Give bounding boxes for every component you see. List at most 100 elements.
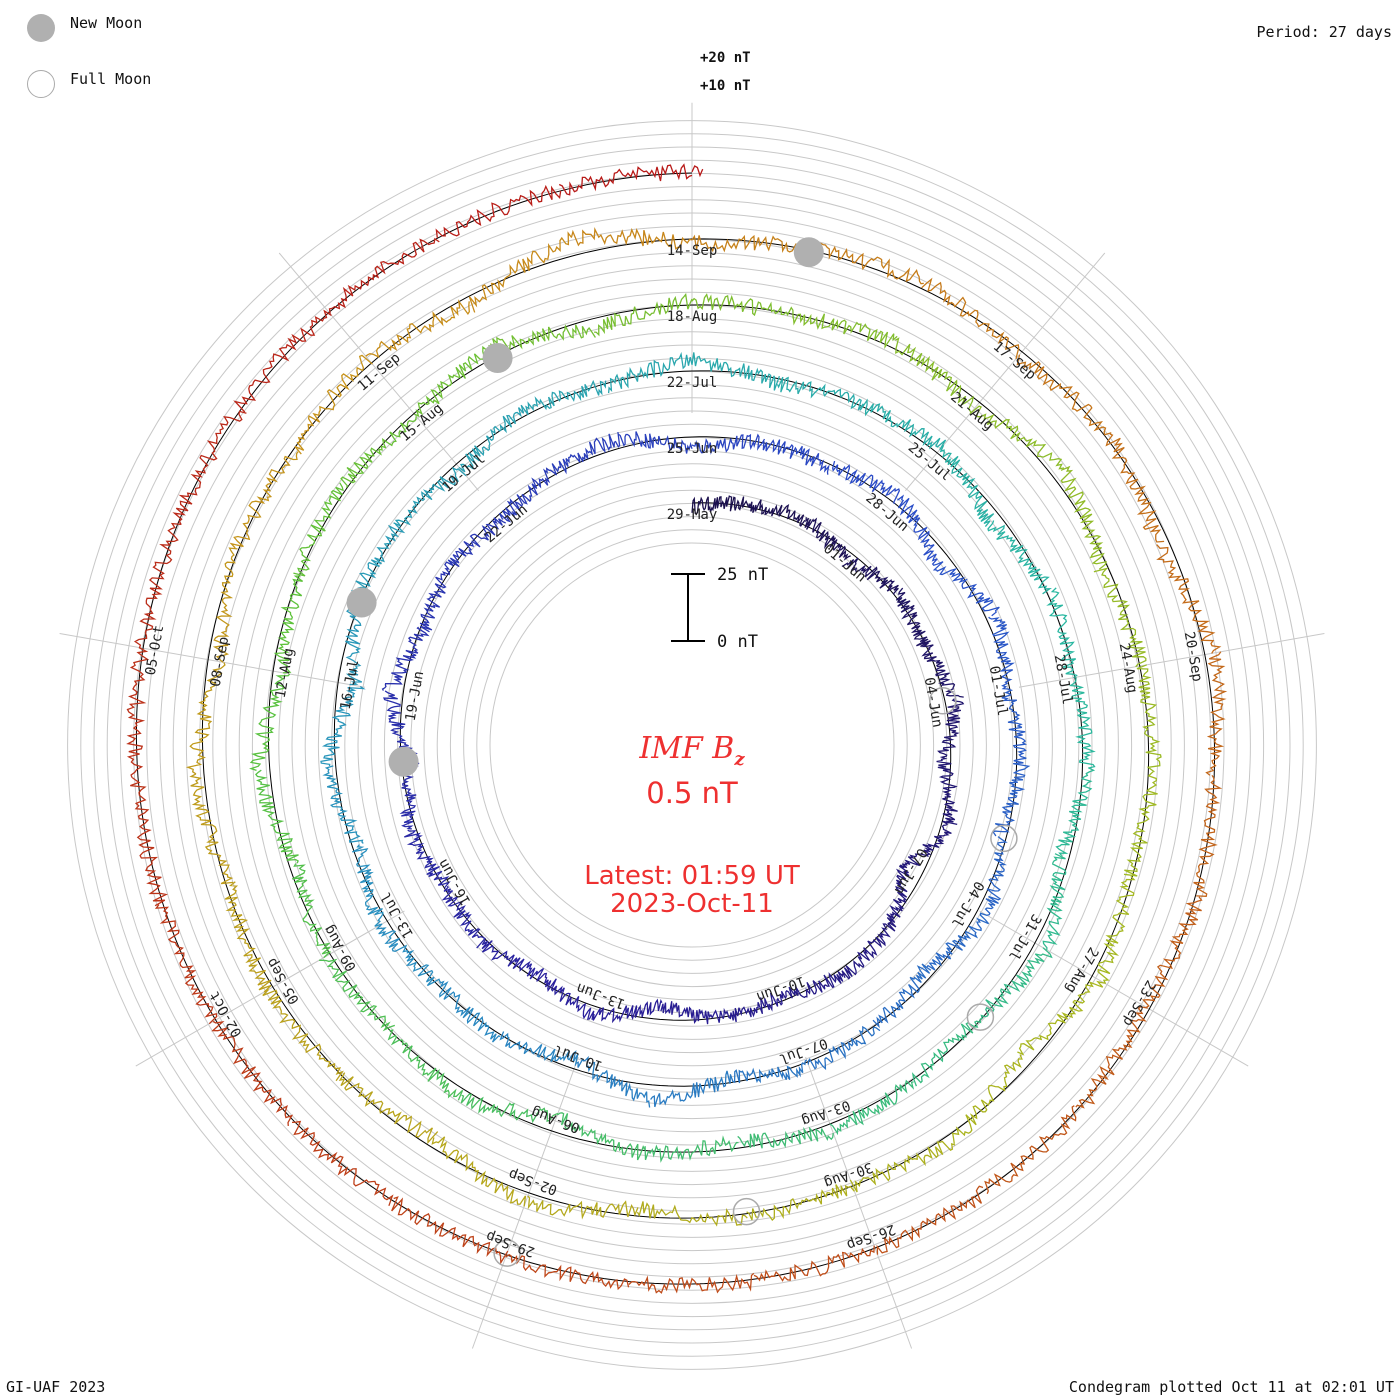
bz-trace-segment	[992, 763, 1031, 837]
bz-trace-segment	[345, 597, 363, 686]
bz-trace-segment	[618, 431, 693, 454]
bz-trace-segment	[936, 759, 958, 823]
bz-trace-segment	[729, 1059, 808, 1084]
bz-trace-segment	[691, 495, 750, 515]
bz-trace-segment	[1142, 896, 1203, 1008]
bz-trace-segment	[1068, 677, 1096, 769]
bz-trace-segment	[460, 1093, 559, 1124]
bz-trace-segment	[932, 561, 1000, 617]
new-moon-marker	[346, 587, 377, 618]
bz-trace-segment	[1123, 771, 1158, 877]
bz-trace-segment	[1156, 544, 1222, 654]
bz-trace-segment	[691, 433, 766, 455]
radial-spoke	[278, 252, 479, 492]
bz-trace-segment	[829, 1079, 915, 1136]
bz-trace-segment	[988, 616, 1016, 690]
new-moon-icon	[27, 14, 55, 42]
bz-trace-segment	[185, 662, 226, 775]
moon-phase-markers	[346, 237, 1018, 1267]
parameter-name: IMF B	[638, 731, 734, 766]
bz-trace-segment	[984, 1105, 1077, 1195]
bz-trace-segment	[249, 673, 291, 772]
bz-trace-segment	[224, 881, 272, 993]
bz-trace-segment	[1136, 664, 1162, 773]
credit-label: GI-UAF 2023	[6, 1378, 106, 1396]
radial-spoke	[805, 1056, 913, 1349]
bz-trace-segment	[340, 416, 417, 488]
bz-trace-segment	[841, 927, 891, 980]
radial-spoke	[1018, 633, 1325, 688]
radial-spoke	[471, 1056, 579, 1349]
bz-trace-segment	[1001, 688, 1028, 765]
date-tick-label: 22-Jul	[667, 375, 718, 391]
date-tick-label: 14-Sep	[667, 243, 718, 259]
bz-trace-segment	[375, 923, 442, 987]
bz-trace-segment	[393, 467, 467, 527]
bz-trace-segment	[1017, 980, 1105, 1056]
date-tick-label: 04-Jun	[921, 676, 946, 729]
bz-trace-segment	[807, 1025, 881, 1071]
grid-ring	[436, 489, 948, 1001]
date-tick-label: 16-Jul	[338, 658, 363, 711]
parameter-subscript: z	[733, 749, 745, 770]
bz-trace-segment	[808, 242, 924, 285]
full-moon-marker	[990, 824, 1018, 853]
full-moon-legend-label: Full Moon	[70, 70, 152, 88]
bz-trace-segment	[895, 587, 931, 648]
full-moon-icon	[27, 70, 55, 98]
bz-trace	[126, 163, 1228, 1294]
bz-trace-segment	[445, 517, 506, 568]
bz-trace-segment	[130, 777, 169, 907]
bz-trace-segment	[381, 626, 430, 691]
bz-trace-segment	[505, 1253, 630, 1291]
latest-time: Latest: 01:59 UT	[584, 861, 800, 891]
bz-trace-segment	[650, 1070, 732, 1108]
full-moon-marker	[929, 687, 957, 715]
date-tick-label: 28-Jun	[862, 490, 911, 535]
bz-trace-segment	[229, 451, 299, 549]
radial-spoke	[905, 252, 1106, 492]
bz-trace-segment	[468, 231, 573, 313]
bz-trace-segment	[939, 444, 995, 528]
date-tick-label: 07-Jul	[777, 1035, 830, 1067]
bz-trace-segment	[899, 820, 958, 869]
bz-trace-segment	[1042, 853, 1067, 950]
bz-trace-segment	[172, 410, 247, 525]
bz-trace-segment	[792, 313, 898, 350]
bz-trace-segment	[882, 865, 910, 932]
zero-baseline	[135, 172, 1216, 1285]
grid-ring	[410, 463, 974, 1027]
grid-ring	[397, 450, 987, 1040]
full-moon-marker	[966, 1003, 995, 1031]
bz-trace-segment	[273, 575, 303, 674]
bz-trace-segment	[951, 1054, 1023, 1144]
bz-trace-segment	[154, 904, 218, 1025]
bz-trace-segment	[594, 292, 693, 337]
bz-trace-segment	[1016, 354, 1112, 436]
new-moon-legend-label: New Moon	[70, 14, 143, 32]
bz-trace-segment	[737, 1126, 834, 1149]
bz-trace-segment	[937, 698, 965, 761]
new-moon-marker	[388, 746, 419, 777]
scale-bar-bottom-label: 0 nT	[717, 632, 758, 652]
bz-trace-segment	[575, 1055, 651, 1108]
bz-trace-segment	[1046, 587, 1078, 679]
bz-trace-segment	[320, 685, 366, 767]
bz-trace-segment	[691, 234, 812, 254]
bz-trace-segment	[352, 844, 384, 927]
bz-trace-segment	[126, 646, 150, 778]
outer-scale-label-20: +20 nT	[700, 50, 751, 66]
bz-trace-segment	[435, 184, 562, 238]
bz-trace-segment	[776, 376, 864, 411]
bz-trace-segment	[189, 773, 234, 885]
bz-trace-segment	[894, 337, 974, 413]
bz-trace-segment	[404, 829, 451, 889]
bz-trace-segment	[1055, 767, 1096, 857]
period-label: Period: 27 days	[1256, 23, 1392, 41]
bz-trace-segment	[293, 482, 344, 577]
bz-trace-segment	[859, 398, 947, 451]
bz-trace-segment	[322, 765, 364, 844]
grid-ring	[449, 502, 935, 988]
date-tick-label: 25-Jun	[667, 441, 718, 457]
